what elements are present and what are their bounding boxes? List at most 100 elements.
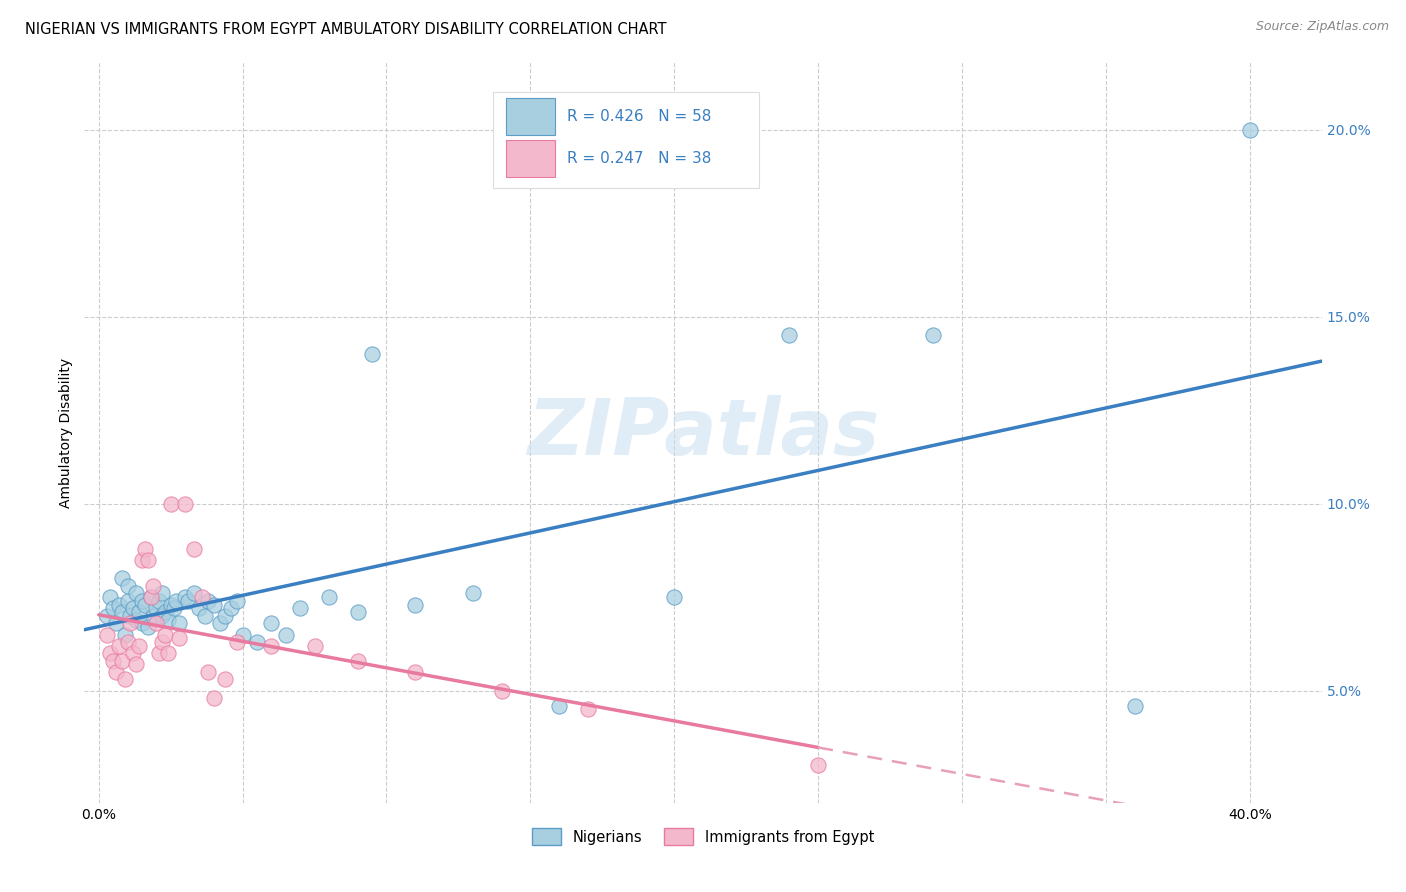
Point — [111, 571, 134, 585]
Point — [101, 654, 124, 668]
Point — [165, 594, 187, 608]
Point — [778, 328, 800, 343]
Point — [120, 616, 142, 631]
Point — [156, 613, 179, 627]
Point — [111, 654, 134, 668]
Y-axis label: Ambulatory Disability: Ambulatory Disability — [59, 358, 73, 508]
Point — [120, 608, 142, 623]
Point — [98, 590, 121, 604]
Text: NIGERIAN VS IMMIGRANTS FROM EGYPT AMBULATORY DISABILITY CORRELATION CHART: NIGERIAN VS IMMIGRANTS FROM EGYPT AMBULA… — [25, 22, 666, 37]
Point — [125, 613, 148, 627]
Point — [1123, 698, 1146, 713]
Point — [162, 601, 184, 615]
Point — [274, 627, 297, 641]
Text: ZIPatlas: ZIPatlas — [527, 394, 879, 471]
Point — [183, 541, 205, 556]
Point — [136, 553, 159, 567]
Point — [159, 497, 181, 511]
Point — [225, 594, 247, 608]
Point — [404, 598, 426, 612]
Point — [125, 657, 148, 672]
Point — [208, 616, 231, 631]
Point — [214, 673, 236, 687]
Point — [260, 639, 283, 653]
Point — [114, 627, 136, 641]
Point — [183, 586, 205, 600]
Point — [134, 541, 156, 556]
Point — [197, 594, 219, 608]
Point — [105, 616, 128, 631]
Point — [548, 698, 571, 713]
Point — [150, 586, 173, 600]
FancyBboxPatch shape — [492, 92, 759, 188]
Point — [108, 639, 131, 653]
Point — [117, 579, 139, 593]
Point — [214, 608, 236, 623]
Point — [117, 635, 139, 649]
Point — [197, 665, 219, 679]
Point — [191, 590, 214, 604]
FancyBboxPatch shape — [506, 98, 554, 135]
Point — [174, 590, 197, 604]
Point — [122, 601, 145, 615]
Point — [361, 347, 384, 361]
Point — [461, 586, 484, 600]
Point — [142, 579, 165, 593]
Point — [134, 598, 156, 612]
Point — [145, 616, 167, 631]
FancyBboxPatch shape — [506, 140, 554, 178]
Point — [219, 601, 242, 615]
Point — [922, 328, 945, 343]
Point — [174, 497, 197, 511]
Point — [159, 598, 181, 612]
Point — [150, 608, 173, 623]
Point — [98, 646, 121, 660]
Point — [96, 627, 118, 641]
Point — [246, 635, 269, 649]
Point — [101, 601, 124, 615]
Text: Source: ZipAtlas.com: Source: ZipAtlas.com — [1256, 20, 1389, 33]
Text: R = 0.426   N = 58: R = 0.426 N = 58 — [567, 109, 711, 124]
Point — [139, 590, 162, 604]
Text: R = 0.247   N = 38: R = 0.247 N = 38 — [567, 151, 711, 166]
Point — [131, 553, 153, 567]
Point — [125, 586, 148, 600]
Point — [148, 646, 170, 660]
Point — [304, 639, 326, 653]
Point — [111, 605, 134, 619]
Point — [105, 665, 128, 679]
Point — [150, 635, 173, 649]
Point — [128, 605, 150, 619]
Point — [136, 620, 159, 634]
Point — [225, 635, 247, 649]
Point — [153, 627, 176, 641]
Point — [491, 683, 513, 698]
Point — [576, 702, 599, 716]
Point — [169, 616, 191, 631]
Point — [142, 608, 165, 623]
Legend: Nigerians, Immigrants from Egypt: Nigerians, Immigrants from Egypt — [526, 822, 880, 851]
Point — [117, 594, 139, 608]
Point — [664, 590, 686, 604]
Point — [202, 598, 225, 612]
Point — [131, 594, 153, 608]
Point — [202, 691, 225, 706]
Point — [128, 639, 150, 653]
Point — [131, 616, 153, 631]
Point — [318, 590, 340, 604]
Point — [153, 605, 176, 619]
Point — [177, 594, 200, 608]
Point — [260, 616, 283, 631]
Point — [169, 632, 191, 646]
Point — [404, 665, 426, 679]
Point — [188, 601, 211, 615]
Point — [122, 646, 145, 660]
Point — [156, 646, 179, 660]
Point — [346, 605, 368, 619]
Point — [145, 601, 167, 615]
Point — [1239, 122, 1261, 136]
Point — [194, 608, 217, 623]
Point — [288, 601, 311, 615]
Point — [108, 598, 131, 612]
Point — [148, 594, 170, 608]
